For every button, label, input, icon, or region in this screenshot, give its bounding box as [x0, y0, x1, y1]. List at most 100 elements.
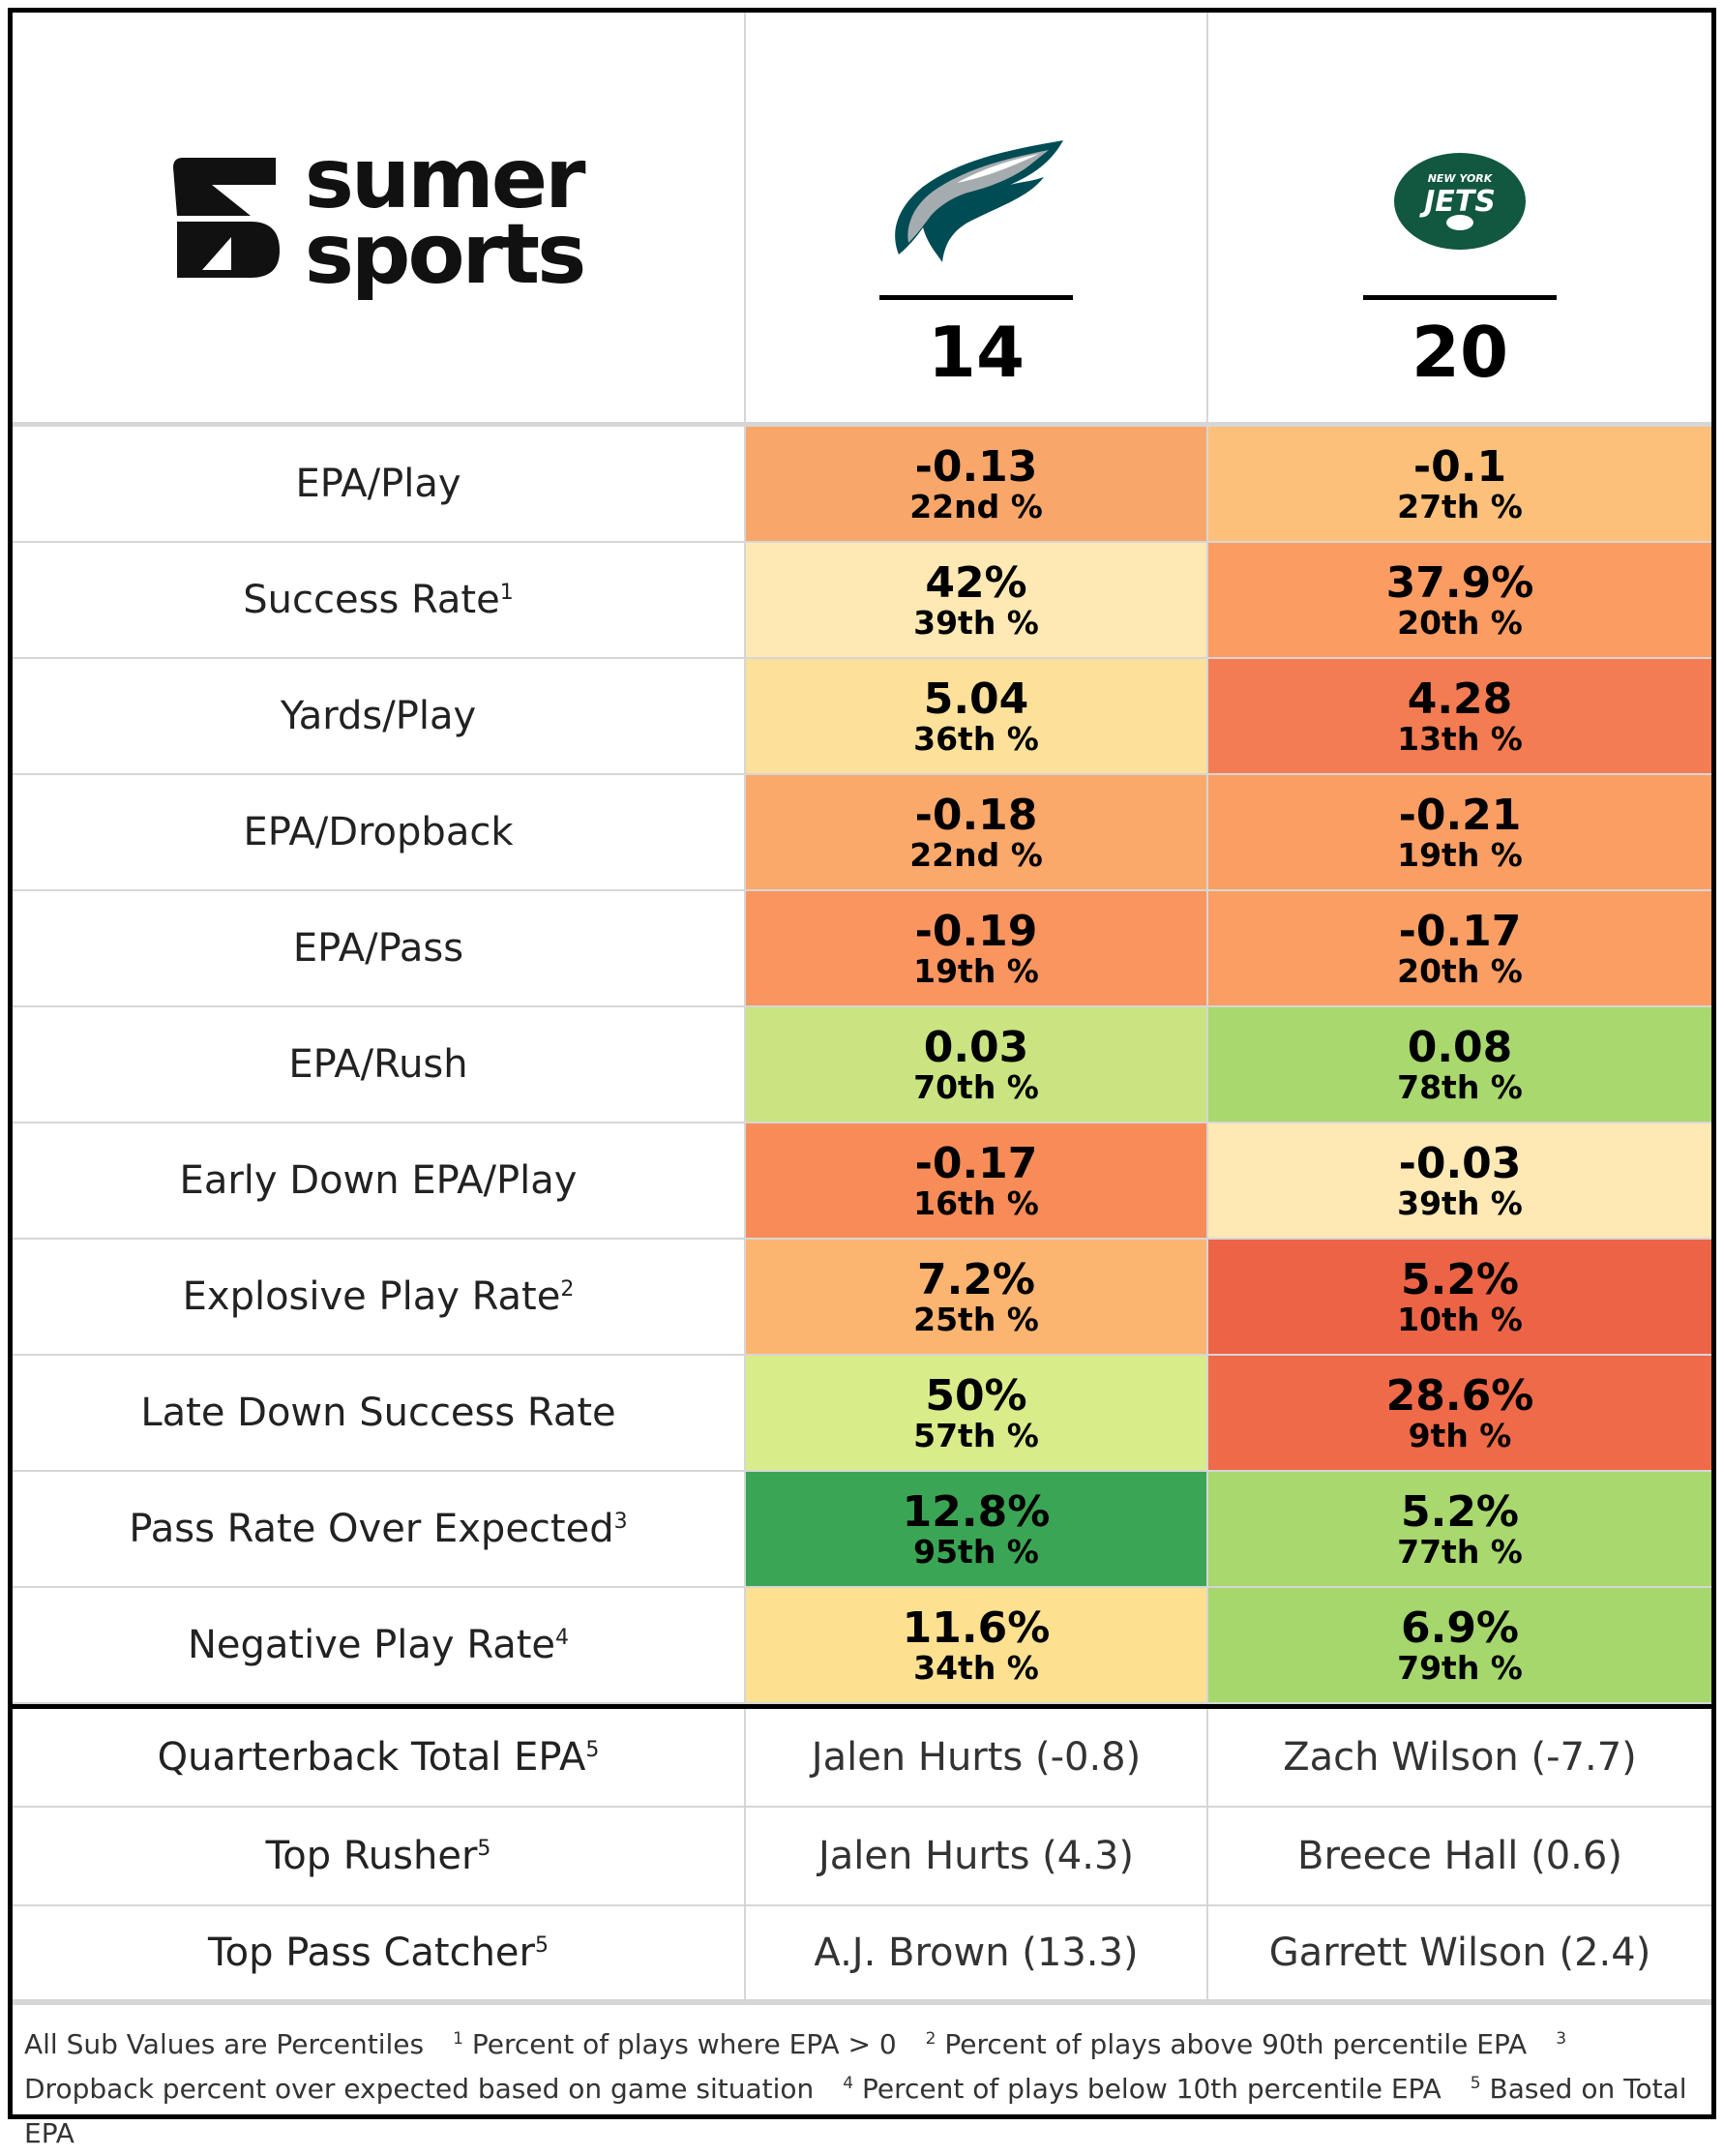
metric-cell: 4.28 13th %	[1206, 659, 1711, 773]
metric-cell: -0.18 22nd %	[744, 775, 1206, 889]
metric-row: Explosive Play Rate 2 7.2% 25th % 5.2% 10th %	[13, 1240, 1711, 1356]
metric-cell: 42% 39th %	[744, 543, 1206, 657]
footnote-marker: 5	[534, 1932, 549, 1958]
metric-cell: 37.9% 20th %	[1206, 543, 1711, 657]
metric-value: 0.03	[923, 1022, 1029, 1072]
metric-percentile: 78th %	[1397, 1067, 1523, 1106]
metric-cell: -0.17 16th %	[744, 1123, 1206, 1238]
footnote-number: 3	[1556, 2029, 1567, 2049]
metric-cell: 12.8% 95th %	[744, 1472, 1206, 1586]
team-score: 14	[927, 312, 1025, 393]
metric-cell: 50% 57th %	[744, 1356, 1206, 1470]
metric-percentile: 22nd %	[909, 487, 1043, 525]
team-jets: NEW YORK JETS 20	[1206, 13, 1711, 422]
metric-value: 42%	[925, 557, 1027, 608]
metric-label: EPA/Pass	[292, 926, 464, 971]
player-cell: Jalen Hurts (-0.8)	[744, 1709, 1206, 1806]
footnote-number: 5	[1470, 2074, 1481, 2093]
svg-text:NEW YORK: NEW YORK	[1428, 172, 1494, 185]
metric-cell: 28.6% 9th %	[1206, 1356, 1711, 1470]
brand-line2: sports	[304, 205, 587, 303]
footnote-intro: All Sub Values are Percentiles	[24, 2028, 425, 2060]
metric-percentile: 19th %	[913, 951, 1039, 990]
metric-percentile: 34th %	[913, 1648, 1039, 1687]
metric-cell: 5.2% 10th %	[1206, 1240, 1711, 1354]
footnote-marker: 4	[555, 1625, 570, 1650]
team-eagles: 14	[744, 13, 1206, 422]
score-divider	[1363, 295, 1557, 300]
metric-cell: -0.21 19th %	[1206, 775, 1711, 889]
player-cell: Garrett Wilson (2.4)	[1206, 1906, 1711, 1999]
metric-label: Explosive Play Rate 2	[182, 1274, 575, 1319]
metric-value: 28.6%	[1385, 1370, 1534, 1421]
section-divider	[13, 1704, 1711, 1709]
metric-cell: -0.03 39th %	[1206, 1123, 1711, 1238]
metric-cell: 0.03 70th %	[744, 1007, 1206, 1122]
metric-row: EPA/Play -0.13 22nd % -0.1 27th %	[13, 427, 1711, 543]
metric-row: EPA/Rush 0.03 70th % 0.08 78th %	[13, 1007, 1711, 1123]
metric-value: 5.2%	[1400, 1486, 1520, 1537]
metric-value: -0.17	[914, 1138, 1038, 1188]
footnote-number: 1	[453, 2029, 463, 2049]
metric-percentile: 20th %	[1397, 951, 1523, 990]
metric-value: 4.28	[1407, 674, 1513, 724]
footnotes: All Sub Values are Percentiles 1 Percent …	[13, 2005, 1711, 2156]
metric-cell: 6.9% 79th %	[1206, 1588, 1711, 1702]
footnote-marker: 5	[585, 1737, 600, 1762]
svg-text:JETS: JETS	[1419, 185, 1496, 219]
header-row: sumer sports 14 NEW YORK JETS 20	[13, 13, 1711, 427]
metric-percentile: 77th %	[1397, 1532, 1523, 1571]
player-cell: Breece Hall (0.6)	[1206, 1808, 1711, 1904]
metric-percentile: 16th %	[913, 1183, 1039, 1222]
player-cell: Zach Wilson (-7.7)	[1206, 1709, 1711, 1806]
metric-value: 12.8%	[902, 1486, 1051, 1537]
metric-percentile: 9th %	[1408, 1416, 1512, 1454]
metric-row: Early Down EPA/Play -0.17 16th % -0.03 39th …	[13, 1123, 1711, 1240]
metric-percentile: 10th %	[1397, 1300, 1523, 1338]
metric-percentile: 39th %	[913, 603, 1039, 642]
metric-percentile: 22nd %	[909, 835, 1043, 874]
jets-logo-icon: NEW YORK JETS	[1392, 138, 1528, 264]
score-divider	[879, 295, 1073, 300]
player-row: Top Pass Catcher 5 A.J. Brown (13.3) Garret…	[13, 1906, 1711, 2005]
metric-cell: 5.04 36th %	[744, 659, 1206, 773]
metric-label: Pass Rate Over Expected 3	[129, 1507, 628, 1551]
footnote-text: Dropback percent over expected based on …	[24, 2073, 815, 2105]
metric-cell: 11.6% 34th %	[744, 1588, 1206, 1702]
metric-cell: -0.1 27th %	[1206, 427, 1711, 541]
metric-percentile: 25th %	[913, 1300, 1039, 1338]
metric-value: 5.2%	[1400, 1254, 1520, 1304]
metric-value: 37.9%	[1385, 557, 1534, 608]
metric-label: Negative Play Rate 4	[187, 1623, 570, 1667]
player-cell: A.J. Brown (13.3)	[744, 1906, 1206, 1999]
metric-percentile: 57th %	[913, 1416, 1039, 1454]
metric-cell: -0.13 22nd %	[744, 427, 1206, 541]
metric-percentile: 39th %	[1397, 1183, 1523, 1222]
metric-percentile: 70th %	[913, 1067, 1039, 1106]
metric-row: Success Rate 1 42% 39th % 37.9% 20th %	[13, 543, 1711, 659]
metric-value: 7.2%	[916, 1254, 1036, 1304]
metric-value: 6.9%	[1400, 1602, 1520, 1653]
metric-row: Pass Rate Over Expected 3 12.8% 95th % 5.2% 7…	[13, 1472, 1711, 1588]
metric-value: -0.13	[914, 441, 1038, 492]
metric-cell: -0.17 20th %	[1206, 891, 1711, 1005]
metric-row: Negative Play Rate 4 11.6% 34th % 6.9% 79th %	[13, 1588, 1711, 1704]
metric-label: Yards/Play	[280, 694, 477, 738]
sumer-logo-icon	[172, 157, 280, 278]
metric-percentile: 36th %	[913, 719, 1039, 758]
metric-value: -0.17	[1398, 906, 1522, 956]
footnote-number: 2	[925, 2029, 936, 2049]
metric-cell: -0.19 19th %	[744, 891, 1206, 1005]
metric-cell: 5.2% 77th %	[1206, 1472, 1711, 1586]
metric-value: 11.6%	[902, 1602, 1051, 1653]
footnote-marker: 5	[477, 1836, 491, 1861]
player-row-label: Quarterback Total EPA 5	[157, 1735, 600, 1780]
player-row: Top Rusher 5 Jalen Hurts (4.3) Breece Hall …	[13, 1808, 1711, 1906]
brand-logo: sumer sports	[13, 13, 744, 422]
team-score: 20	[1411, 312, 1509, 393]
metric-percentile: 27th %	[1397, 487, 1523, 525]
metric-label: EPA/Dropback	[243, 810, 514, 854]
brand-line1: sumer	[304, 131, 586, 228]
metric-value: -0.03	[1398, 1138, 1522, 1188]
player-row-label: Top Rusher 5	[265, 1834, 491, 1878]
